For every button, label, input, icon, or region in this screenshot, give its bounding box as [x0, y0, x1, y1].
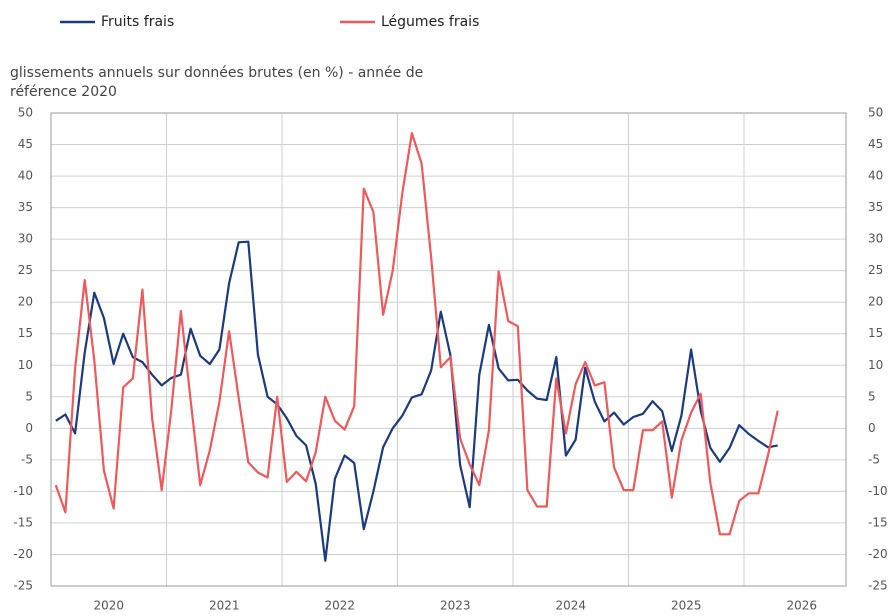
x-tick-label: 2026 — [786, 599, 817, 613]
y2-tick-label: 25 — [868, 263, 883, 277]
x-tick-label: 2021 — [209, 599, 240, 613]
plot-frame — [50, 112, 847, 587]
y2-tick-label: 0 — [868, 421, 876, 435]
x-tick-label: 2022 — [324, 599, 355, 613]
series-line — [54, 132, 779, 536]
legend-label: Fruits frais — [101, 14, 174, 30]
y2-tick-label: -25 — [868, 579, 888, 593]
y-tick-label: 30 — [18, 232, 33, 246]
y2-tick-label: 20 — [868, 295, 883, 309]
y-tick-label: 20 — [18, 295, 33, 309]
y2-tick-label: 15 — [868, 326, 883, 340]
y-tick-label: 15 — [18, 326, 33, 340]
y-tick-label: 10 — [18, 358, 33, 372]
y-tick-label: -15 — [13, 515, 33, 529]
y2-tick-label: -20 — [868, 547, 888, 561]
y2-tick-label: 10 — [868, 358, 883, 372]
y-tick-label: 25 — [18, 263, 33, 277]
y2-tick-label: 50 — [868, 106, 883, 120]
subtitle: référence 2020 — [10, 84, 117, 100]
subtitle: glissements annuels sur données brutes (… — [10, 65, 423, 81]
legend-label: Légumes frais — [381, 14, 479, 30]
y-tick-label: -5 — [21, 452, 33, 466]
y-tick-label: 0 — [25, 421, 33, 435]
y-tick-label: 35 — [18, 200, 33, 214]
y-tick-label: 40 — [18, 169, 33, 183]
y2-tick-label: 30 — [868, 232, 883, 246]
y2-tick-label: 45 — [868, 137, 883, 151]
y-tick-label: -20 — [13, 547, 33, 561]
y-tick-label: -10 — [13, 484, 33, 498]
y2-tick-label: -5 — [868, 452, 880, 466]
series-line — [55, 240, 778, 562]
x-tick-label: 2020 — [93, 599, 124, 613]
y-tick-label: 5 — [25, 389, 33, 403]
y2-tick-label: -15 — [868, 515, 888, 529]
y2-tick-label: -10 — [868, 484, 888, 498]
y-tick-label: -25 — [13, 579, 33, 593]
x-tick-label: 2024 — [555, 599, 586, 613]
y-tick-label: 50 — [18, 106, 33, 120]
x-tick-label: 2023 — [440, 599, 471, 613]
y2-tick-label: 35 — [868, 200, 883, 214]
y2-tick-label: 5 — [868, 389, 876, 403]
y-tick-label: 45 — [18, 137, 33, 151]
y2-tick-label: 40 — [868, 169, 883, 183]
x-tick-label: 2025 — [671, 599, 702, 613]
